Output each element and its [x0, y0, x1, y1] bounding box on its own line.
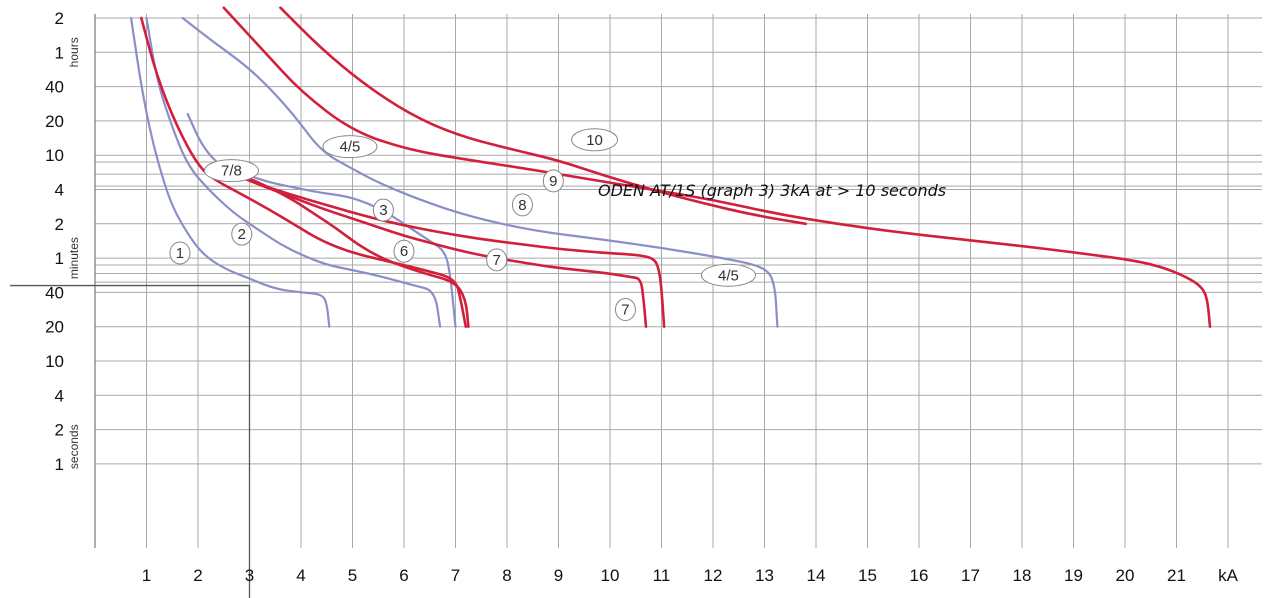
- chart-annotation: ODEN AT/1S (graph 3) 3kA at > 10 seconds: [598, 181, 946, 200]
- curve-label: 4/5: [322, 135, 378, 159]
- curve-label-text: 3: [379, 202, 387, 219]
- x-tick-label: 18: [1013, 566, 1032, 585]
- series-line-8: [212, 164, 666, 328]
- curve-label-text: 7: [493, 252, 501, 269]
- series-line-6: [212, 164, 470, 328]
- x-tick-label: 17: [961, 566, 980, 585]
- curve-labels: 1 2 3 6 7 8 9 10 7/8 4/5 4/5 7: [169, 128, 756, 322]
- y-tick-label: 4: [55, 181, 64, 200]
- curve-label: 6: [393, 239, 415, 263]
- x-tick-label: 1: [142, 566, 151, 585]
- y-tick-label: 20: [45, 318, 64, 337]
- curve-label-circle: [571, 128, 619, 152]
- series-line-1: [130, 16, 331, 328]
- y-tick-label: 1: [55, 43, 64, 62]
- x-tick-label: 3: [245, 566, 254, 585]
- x-tick-label: 16: [910, 566, 929, 585]
- y-tick-label: 2: [55, 9, 64, 28]
- curve-label: 3: [372, 198, 394, 222]
- x-tick-label: 8: [502, 566, 511, 585]
- x-tick-labels: 1 2 3 4 5 6 7 8 9 10 11 12 13 14 15 16 17 18 19 20 21 kA: [142, 566, 1239, 585]
- x-tick-label: 12: [704, 566, 723, 585]
- curve-label-circle: [322, 135, 378, 159]
- x-tick-label: 9: [554, 566, 563, 585]
- y-tick-label: 2: [55, 421, 64, 440]
- curve-label-circle: [203, 159, 259, 183]
- curve-label-text: 9: [549, 173, 557, 190]
- x-tick-label: 11: [653, 566, 671, 585]
- y-tick-label: 1: [55, 455, 64, 474]
- curve-label: 7: [486, 248, 508, 272]
- x-tick-label: kA: [1218, 566, 1239, 585]
- series-line-10: [279, 6, 807, 226]
- x-tick-label: 7: [451, 566, 460, 585]
- curve-label: 7: [614, 298, 636, 322]
- curve-label: 2: [231, 222, 253, 246]
- y-tick-label: 40: [45, 283, 64, 302]
- curve-label: 8: [511, 193, 533, 217]
- y-tick-label: 20: [45, 112, 64, 131]
- x-tick-label: 10: [601, 566, 620, 585]
- series-line-9: [222, 6, 1212, 328]
- y-tick-label: 4: [55, 386, 64, 405]
- y-tick-label: 10: [45, 352, 64, 371]
- curve-label-text: 2: [238, 226, 246, 243]
- grid-lines: [94, 14, 1262, 548]
- curve-label-text: 4/5: [339, 139, 360, 156]
- curve-label-circle: [614, 298, 636, 322]
- x-tick-label: 13: [755, 566, 774, 585]
- y-unit-label: minutes: [67, 237, 81, 279]
- y-unit-label: seconds: [67, 424, 81, 469]
- curve-label: 1: [169, 241, 191, 265]
- x-tick-label: 2: [193, 566, 202, 585]
- curve-label-text: 6: [400, 243, 408, 260]
- curve-label-circle: [372, 198, 394, 222]
- curve-label: 4/5: [700, 263, 756, 287]
- series-line-2: [145, 16, 442, 328]
- curve-label-text: 7: [621, 302, 629, 319]
- curve-label-circle: [393, 239, 415, 263]
- x-tick-label: 5: [348, 566, 357, 585]
- x-tick-label: 6: [399, 566, 408, 585]
- y-tick-labels: 2 1 40 20 10 4 2 1 40 20 10 4 2 1: [45, 9, 64, 474]
- curve-label-circle: [169, 241, 191, 265]
- curve-label-circle: [486, 248, 508, 272]
- curve-label-circle: [700, 263, 756, 287]
- curve-label: 9: [542, 169, 564, 193]
- curve-label-text: 4/5: [718, 267, 739, 284]
- x-tick-label: 20: [1116, 566, 1135, 585]
- curve-label: 7/8: [203, 159, 259, 183]
- curve-label: 10: [571, 128, 619, 152]
- x-tick-label: 19: [1064, 566, 1083, 585]
- curve-label-text: 10: [586, 132, 603, 149]
- y-tick-label: 2: [55, 215, 64, 234]
- x-tick-label: 4: [296, 566, 305, 585]
- curve-label-circle: [542, 169, 564, 193]
- x-tick-label: 15: [858, 566, 877, 585]
- curve-label-text: 8: [518, 197, 526, 214]
- series-line-7: [212, 164, 648, 328]
- series-lines: [130, 6, 1212, 328]
- series-line-7-8: [140, 16, 468, 328]
- curve-label-text: 1: [176, 245, 184, 262]
- curve-label-text: 7/8: [221, 163, 242, 180]
- series-line-4-5: [181, 16, 779, 328]
- reference-lines: [10, 284, 251, 598]
- y-unit-labels: hours minutes seconds: [67, 37, 81, 469]
- x-tick-label: 14: [807, 566, 826, 585]
- x-tick-label: 21: [1167, 566, 1186, 585]
- curve-label-circle: [231, 222, 253, 246]
- curve-label-circle: [511, 193, 533, 217]
- y-tick-label: 10: [45, 146, 64, 165]
- y-unit-label: hours: [67, 37, 81, 67]
- y-tick-label: 40: [45, 78, 64, 97]
- y-tick-label: 1: [55, 249, 64, 268]
